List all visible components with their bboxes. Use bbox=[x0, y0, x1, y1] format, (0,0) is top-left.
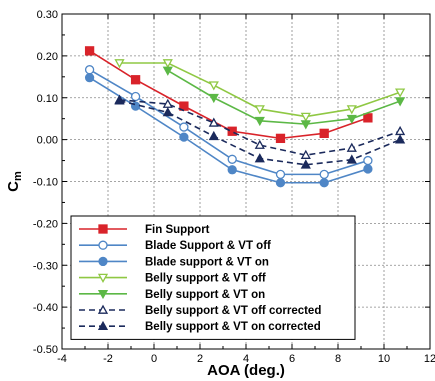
data-point bbox=[208, 81, 219, 91]
legend-item: Belly support & VT on corrected bbox=[79, 320, 321, 333]
data-point bbox=[319, 128, 329, 138]
legend-label: Blade support & VT on bbox=[145, 256, 269, 268]
data-point bbox=[84, 46, 95, 56]
data-point bbox=[130, 91, 141, 102]
data-point bbox=[208, 117, 219, 127]
series-2 bbox=[84, 65, 373, 180]
data-point bbox=[208, 130, 219, 141]
data-point bbox=[227, 126, 237, 136]
legend-label: Belly support & VT on corrected bbox=[145, 321, 321, 333]
axis-ticks: -4 -2 0 2 4 6 8 10 12 -0.50 -0.40 -0.30 -0.20 -0.10 0.… bbox=[33, 9, 435, 365]
data-point bbox=[275, 178, 286, 188]
y-axis-title-main: C bbox=[5, 181, 22, 192]
legend-item: Belly support & VT off corrected bbox=[79, 304, 321, 317]
data-point bbox=[394, 125, 406, 136]
data-point bbox=[114, 59, 125, 69]
data-point bbox=[275, 133, 286, 144]
x-axis-title: AOA (deg.) bbox=[207, 362, 285, 379]
series-1 bbox=[84, 46, 373, 144]
y-axis-title-subscript: m bbox=[12, 171, 24, 181]
y-tick-label: -0.30 bbox=[33, 260, 58, 272]
x-tick-label: 8 bbox=[335, 353, 341, 365]
legend-item: Belly support & VT off bbox=[79, 273, 266, 285]
series-5 bbox=[162, 66, 406, 130]
data-point bbox=[84, 73, 95, 83]
y-tick-label: -0.20 bbox=[33, 218, 58, 230]
x-tick-label: 10 bbox=[378, 353, 390, 365]
legend-item: Belly support & VT on bbox=[79, 289, 265, 301]
data-point bbox=[363, 113, 373, 123]
data-point bbox=[363, 164, 373, 174]
y-tick-label: -0.10 bbox=[33, 177, 58, 189]
data-point bbox=[254, 116, 265, 127]
y-tick-label: 0.00 bbox=[37, 135, 58, 147]
data-point bbox=[346, 142, 357, 152]
x-tick-label: 0 bbox=[151, 353, 157, 365]
data-point bbox=[162, 59, 173, 69]
y-tick-label: -0.40 bbox=[33, 302, 58, 314]
x-tick-label: 12 bbox=[424, 353, 435, 365]
legend-swatch-marker bbox=[98, 224, 108, 234]
data-point bbox=[114, 95, 125, 105]
data-point bbox=[394, 97, 406, 107]
data-point bbox=[394, 88, 406, 98]
x-tick-label: -4 bbox=[57, 353, 67, 365]
legend-label: Belly support & VT off bbox=[145, 273, 266, 285]
data-point bbox=[162, 66, 173, 76]
data-point bbox=[179, 132, 189, 142]
x-tick-label: 6 bbox=[289, 353, 295, 365]
data-point bbox=[300, 112, 311, 122]
x-tick-label: -2 bbox=[103, 353, 113, 365]
legend-item: Fin Support bbox=[79, 224, 210, 236]
legend-swatch-marker bbox=[97, 304, 109, 314]
data-point bbox=[346, 114, 357, 125]
y-axis-title: Cm bbox=[5, 171, 24, 192]
legend-item: Blade support & VT on bbox=[79, 256, 269, 268]
data-point bbox=[254, 139, 265, 149]
data-point bbox=[162, 107, 173, 117]
legend-label: Blade Support & VT off bbox=[145, 240, 271, 252]
y-tick-label: 0.30 bbox=[37, 9, 58, 21]
legend-swatch-marker bbox=[97, 320, 109, 331]
x-tick-label: 2 bbox=[197, 353, 203, 365]
series-7 bbox=[114, 95, 406, 169]
legend-label: Belly support & VT on bbox=[145, 289, 265, 301]
y-tick-label: 0.20 bbox=[37, 51, 58, 63]
series-3 bbox=[84, 73, 373, 188]
data-point bbox=[227, 154, 237, 164]
data-point bbox=[363, 155, 373, 166]
series-line bbox=[167, 69, 401, 125]
legend-swatch-marker bbox=[97, 273, 109, 283]
data-point bbox=[300, 159, 311, 169]
data-point bbox=[179, 122, 189, 132]
series-4 bbox=[114, 59, 406, 122]
data-point bbox=[84, 65, 95, 75]
series-layer bbox=[84, 46, 406, 188]
legend-swatch-marker bbox=[98, 256, 108, 267]
data-point bbox=[346, 154, 357, 164]
data-point bbox=[394, 134, 406, 144]
data-point bbox=[300, 149, 311, 159]
legend-label: Belly support & VT off corrected bbox=[145, 305, 321, 317]
data-point bbox=[254, 153, 265, 163]
legend-item: Blade Support & VT off bbox=[79, 240, 271, 252]
data-point bbox=[130, 75, 141, 85]
legend-swatch-marker bbox=[97, 289, 109, 300]
data-point bbox=[254, 105, 265, 115]
data-point bbox=[208, 93, 219, 104]
data-point bbox=[319, 178, 329, 188]
y-tick-label: -0.50 bbox=[33, 344, 58, 356]
data-point bbox=[319, 169, 329, 180]
legend-label: Fin Support bbox=[145, 224, 210, 236]
legend: Fin Support Blade Support & VT off Blade s… bbox=[70, 215, 356, 340]
x-tick-label: 4 bbox=[243, 353, 249, 365]
data-point bbox=[227, 165, 237, 175]
legend-swatch-marker bbox=[98, 240, 108, 250]
y-tick-label: 0.10 bbox=[37, 93, 58, 105]
data-point bbox=[346, 105, 357, 115]
data-point bbox=[300, 120, 311, 130]
data-point bbox=[275, 169, 286, 180]
